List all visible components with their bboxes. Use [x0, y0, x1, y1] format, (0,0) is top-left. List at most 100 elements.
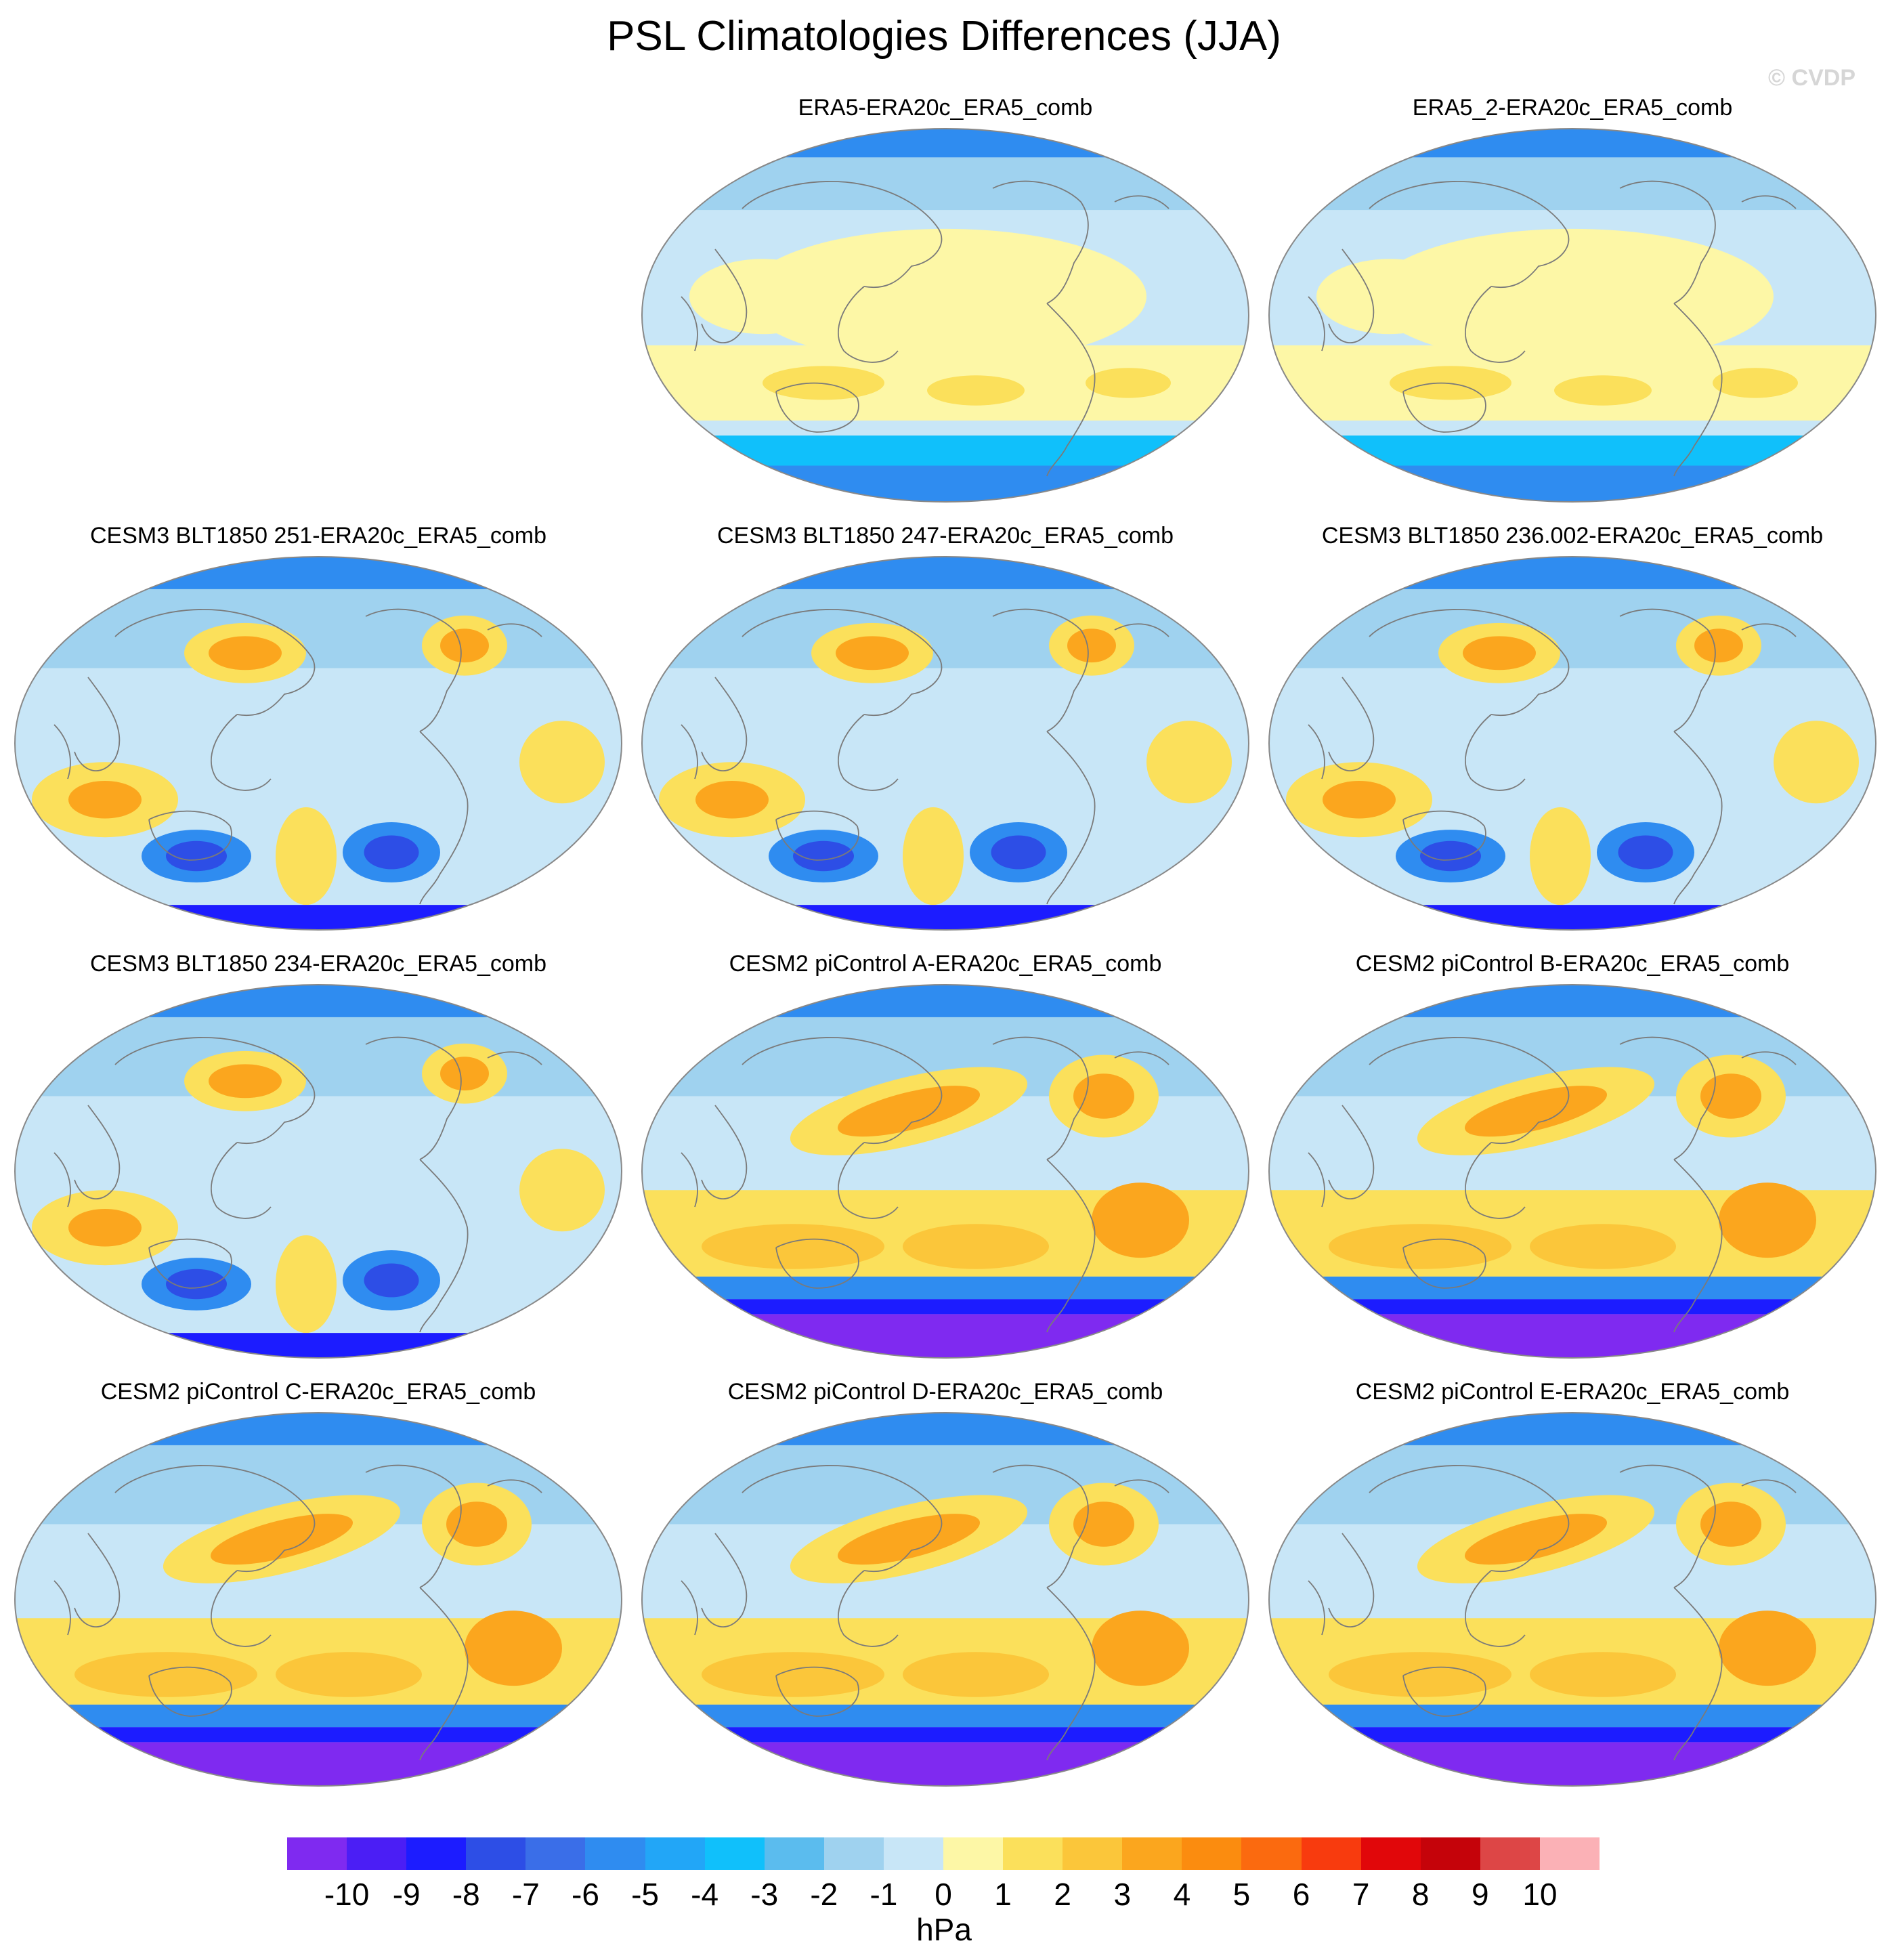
arctic-low-band	[15, 985, 622, 1017]
coastline	[74, 1105, 121, 1199]
colorbar-tick-label: 10	[1522, 1877, 1558, 1912]
antarctic-coast-low	[1269, 905, 1876, 930]
coastline	[1741, 623, 1797, 637]
colorbar	[287, 1837, 1600, 1870]
colorbar-cell	[1420, 1837, 1481, 1870]
coastline	[838, 1142, 899, 1219]
southern-ocean-gradient	[15, 1704, 622, 1728]
map-panel: CESM2 piControl B-ERA20c_ERA5_comb	[1261, 951, 1884, 1364]
panel-title: CESM2 piControl B-ERA20c_ERA5_comb	[1355, 951, 1790, 977]
colorbar-tick-label: 0	[935, 1877, 952, 1912]
world-map	[14, 556, 622, 931]
colorbar-tick-label: 6	[1292, 1877, 1310, 1912]
south-indian-maximum	[763, 366, 884, 400]
south-pacific-low-core	[1618, 835, 1673, 870]
coastline	[701, 1105, 748, 1199]
north-atlantic-high-core	[446, 1501, 507, 1547]
south-indian-high-core	[1323, 781, 1396, 819]
coastline	[419, 731, 469, 905]
world-map	[1268, 128, 1876, 503]
coastline	[1114, 1051, 1170, 1065]
coastline	[1673, 1587, 1723, 1761]
coastline	[1328, 677, 1375, 771]
coastline	[1046, 1159, 1096, 1333]
colorbar-tick-label: -6	[572, 1877, 599, 1912]
world-map	[1268, 1412, 1876, 1787]
coastline	[1369, 1037, 1570, 1145]
coastline	[838, 286, 899, 363]
arctic-low-band	[1269, 1413, 1876, 1445]
south-indian-high-core	[68, 1209, 142, 1247]
colorbar-tick-label: -8	[452, 1877, 480, 1912]
south-pacific-high	[1530, 1224, 1676, 1269]
coastline	[1465, 286, 1526, 363]
arctic-low-band	[1269, 129, 1876, 158]
indian-ocean-low-core	[793, 840, 854, 872]
coastline	[992, 180, 1089, 304]
map-outline	[1268, 556, 1876, 931]
coastline	[1465, 714, 1526, 791]
colorbar-cell	[287, 1837, 347, 1870]
north-atlantic-high-core	[440, 629, 489, 663]
coastline	[1328, 249, 1375, 343]
coastline	[74, 1533, 121, 1627]
colorbar-tick-label: 4	[1173, 1877, 1191, 1912]
coastline	[681, 724, 698, 780]
coastline	[992, 1036, 1089, 1160]
coastline	[1328, 1105, 1375, 1199]
coastline	[1114, 195, 1170, 209]
world-map	[641, 1412, 1249, 1787]
south-atlantic-high	[1719, 1611, 1816, 1686]
coastline	[701, 1533, 748, 1627]
coastline	[487, 1051, 542, 1065]
coastline	[1369, 1465, 1570, 1573]
coastline	[1673, 1159, 1723, 1333]
colorbar-cell	[1301, 1837, 1362, 1870]
coastline	[1046, 731, 1096, 905]
southern-ocean-low	[642, 435, 1249, 466]
south-pacific-high	[1530, 1652, 1676, 1697]
south-indian-high-core	[695, 781, 769, 819]
coastline	[1619, 180, 1716, 304]
coastline	[775, 1238, 859, 1289]
coastline	[419, 1587, 469, 1761]
panel-title: CESM3 BLT1850 251-ERA20c_ERA5_comb	[89, 523, 547, 549]
antarctic-low	[642, 1314, 1249, 1358]
coastline	[114, 1465, 316, 1573]
colorbar-tick-label: 7	[1352, 1877, 1370, 1912]
north-pacific-high-core	[209, 636, 282, 670]
panel-title: CESM3 BLT1850 236.002-ERA20c_ERA5_comb	[1321, 523, 1824, 549]
coastline	[148, 810, 232, 861]
antarctic-coast-low	[15, 905, 622, 930]
coastline	[1046, 1587, 1096, 1761]
south-pacific-low-core	[364, 1263, 419, 1298]
south-atlantic-high	[1092, 1611, 1189, 1686]
north-pacific-high-core	[1463, 636, 1536, 670]
map-outline	[14, 556, 622, 931]
southern-ocean-low	[1269, 1727, 1876, 1743]
north-atlantic-high-core	[1067, 629, 1116, 663]
south-indian-high	[702, 1652, 884, 1697]
coastline	[419, 1159, 469, 1333]
coastline	[1741, 1051, 1797, 1065]
coastline	[74, 677, 121, 771]
panel-title: CESM2 piControl D-ERA20c_ERA5_comb	[727, 1379, 1163, 1405]
map-panel: CESM3 BLT1850 236.002-ERA20c_ERA5_comb	[1261, 523, 1884, 936]
coastline	[838, 1570, 899, 1647]
south-pacific-low-core	[991, 835, 1046, 870]
north-pacific-high-core	[837, 1086, 981, 1137]
world-map	[14, 984, 622, 1359]
colorbar-tick-label: 5	[1232, 1877, 1251, 1912]
coastline	[838, 714, 899, 791]
antarctic-coast-low	[642, 905, 1249, 930]
map-outline	[641, 984, 1249, 1359]
world-map	[1268, 556, 1876, 931]
coastline	[1114, 1479, 1170, 1493]
coastline	[1308, 1580, 1325, 1636]
coastline	[1308, 296, 1325, 351]
map-panel: ERA5-ERA20c_ERA5_comb	[634, 95, 1257, 508]
colorbar-cell	[347, 1837, 407, 1870]
arctic-low-band	[642, 1413, 1249, 1445]
antarctic-low	[1269, 1314, 1876, 1358]
pacific-ridge	[903, 807, 964, 906]
